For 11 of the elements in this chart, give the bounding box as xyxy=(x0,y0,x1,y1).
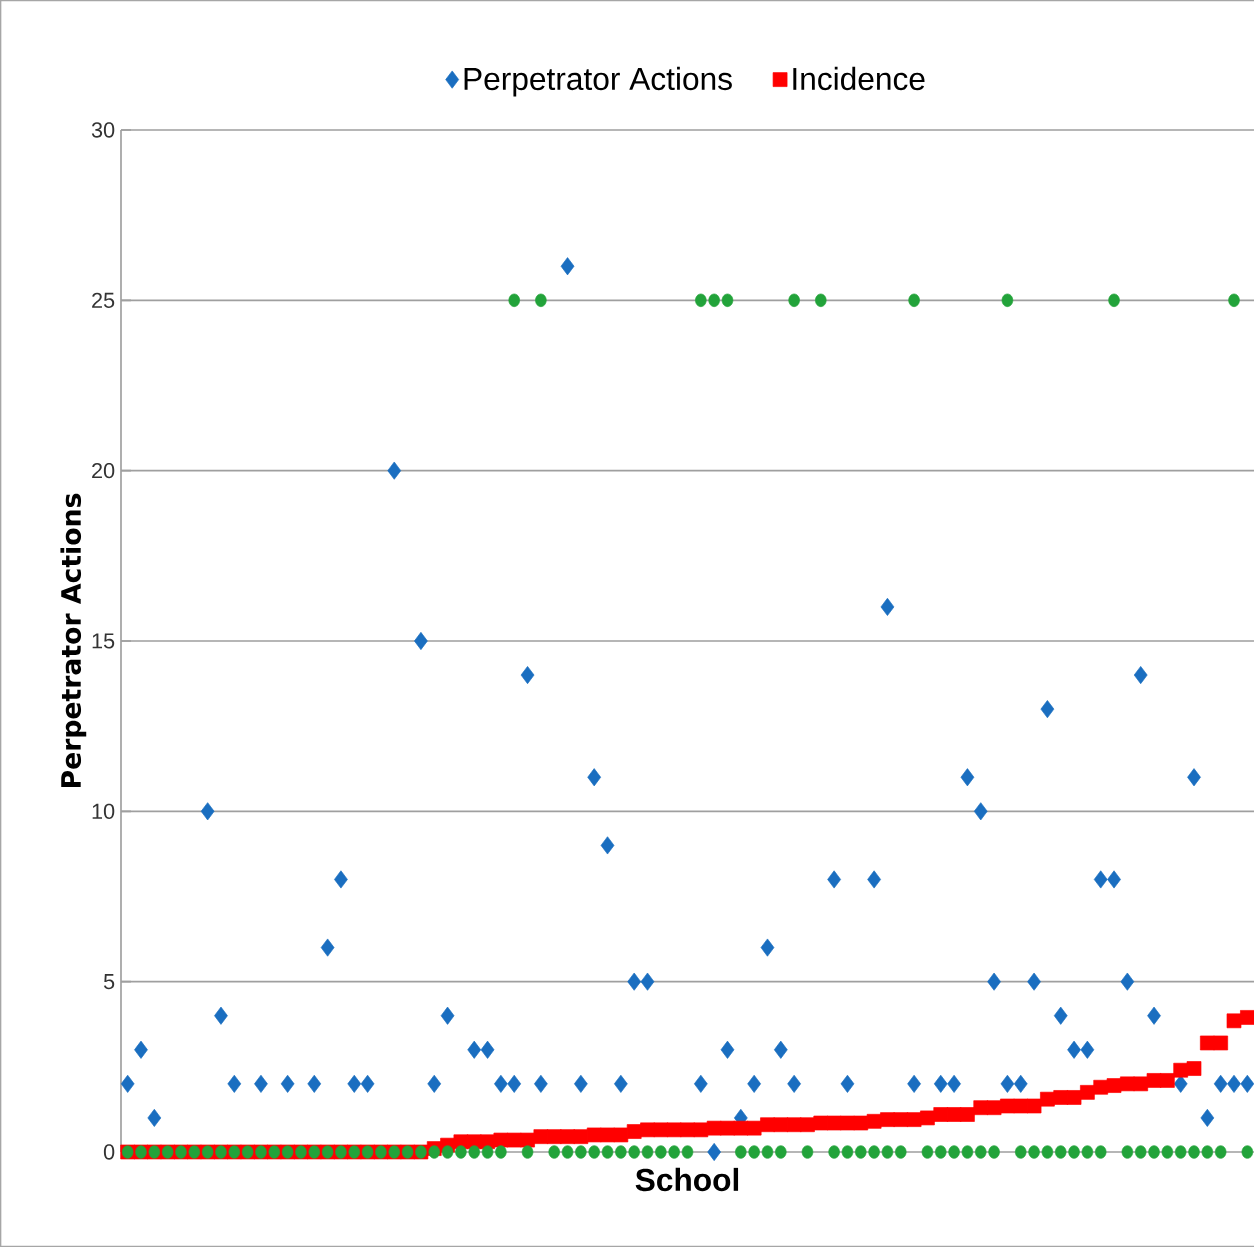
y-tick-label: 0 xyxy=(103,1144,115,1160)
legend-label: Perpetrator Actions xyxy=(464,66,732,97)
y-axis-title: Perpetrator Actions xyxy=(60,493,87,787)
y-tick-label: 5 xyxy=(103,974,115,990)
y-tick-label: 10 xyxy=(92,803,115,819)
legend-label: Incidence xyxy=(793,66,925,91)
y-tick-label: 15 xyxy=(92,633,115,649)
y-tick-label: 30 xyxy=(91,122,115,138)
x-axis-title: School xyxy=(635,1167,739,1192)
y-tick-label: 20 xyxy=(92,462,115,479)
y-tick-label: 25 xyxy=(92,292,115,308)
